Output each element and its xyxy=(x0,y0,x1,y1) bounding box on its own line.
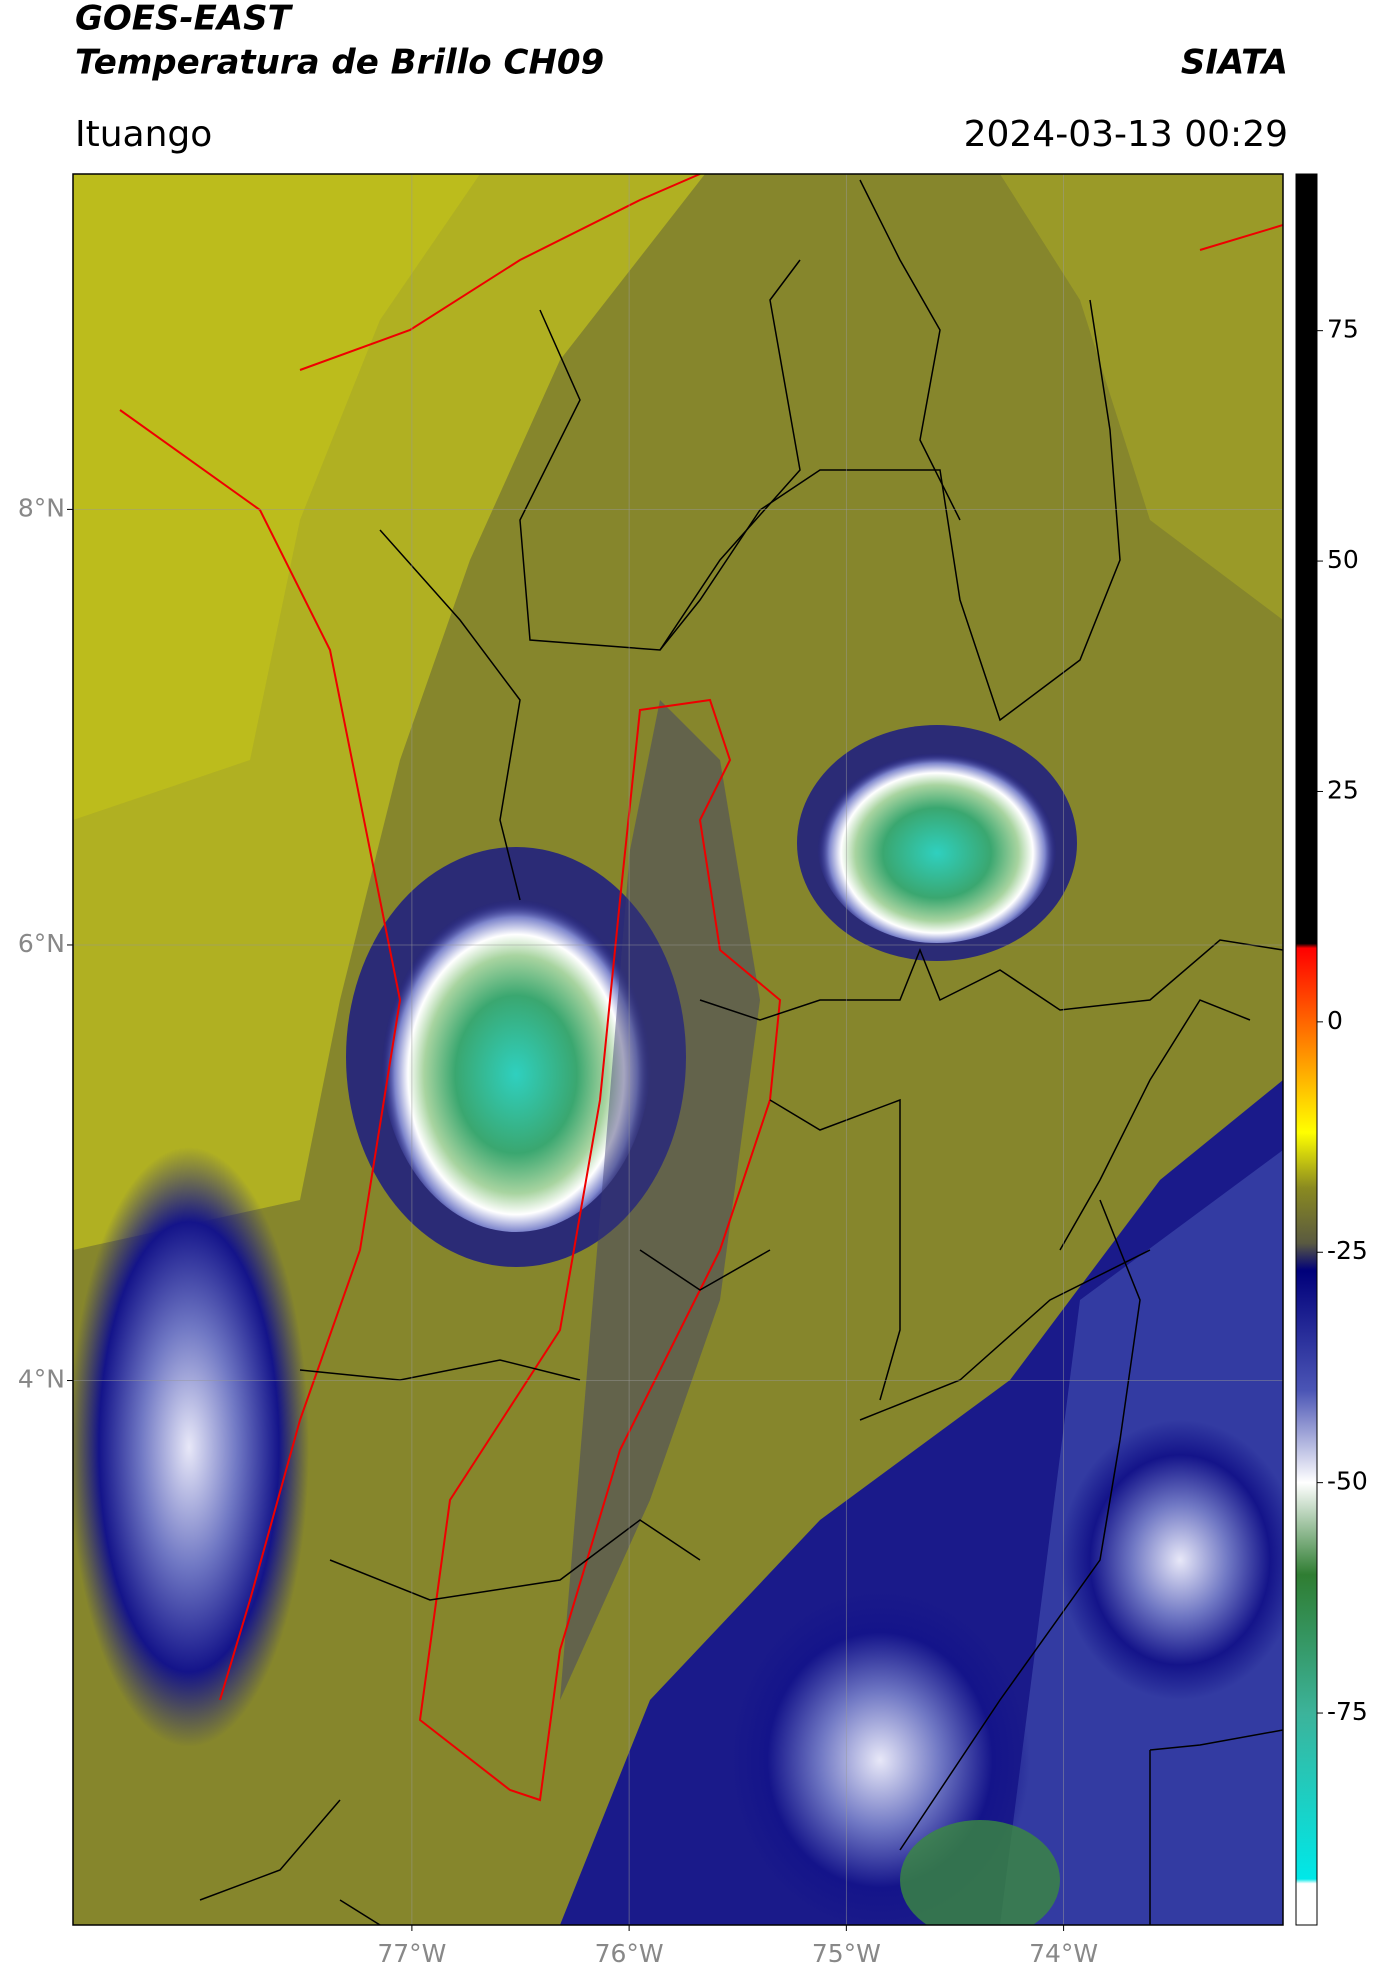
location: Ituango xyxy=(75,114,212,155)
colorbar-tick-label: 50 xyxy=(1327,545,1359,574)
y-tick-label: 4°N xyxy=(18,1365,65,1394)
colorbar-tick-label: 0 xyxy=(1327,1006,1343,1035)
y-tick-label: 8°N xyxy=(18,493,65,522)
colorbar-tick-label: 25 xyxy=(1327,775,1359,804)
x-tick-label: 77°W xyxy=(377,1939,446,1968)
datetime: 2024-03-13 00:29 xyxy=(964,114,1288,155)
title: GOES-EAST xyxy=(75,0,294,39)
colorbar-tick-label: -25 xyxy=(1327,1236,1368,1265)
subtitle: Temperatura de Brillo CH09 xyxy=(75,43,604,83)
x-tick-label: 76°W xyxy=(595,1939,664,1968)
x-tick-label: 74°W xyxy=(1029,1939,1098,1968)
y-tick-label: 6°N xyxy=(18,929,65,958)
colorbar-tick-label: -75 xyxy=(1327,1697,1368,1726)
colorbar xyxy=(1295,173,1318,1926)
map-frame xyxy=(72,173,1284,1926)
colorbar-tick-label: 75 xyxy=(1327,315,1359,344)
org: SIATA xyxy=(1181,43,1288,83)
colorbar-tick-label: -50 xyxy=(1327,1467,1368,1496)
x-tick-label: 75°W xyxy=(812,1939,881,1968)
satellite-image xyxy=(73,174,1283,1925)
